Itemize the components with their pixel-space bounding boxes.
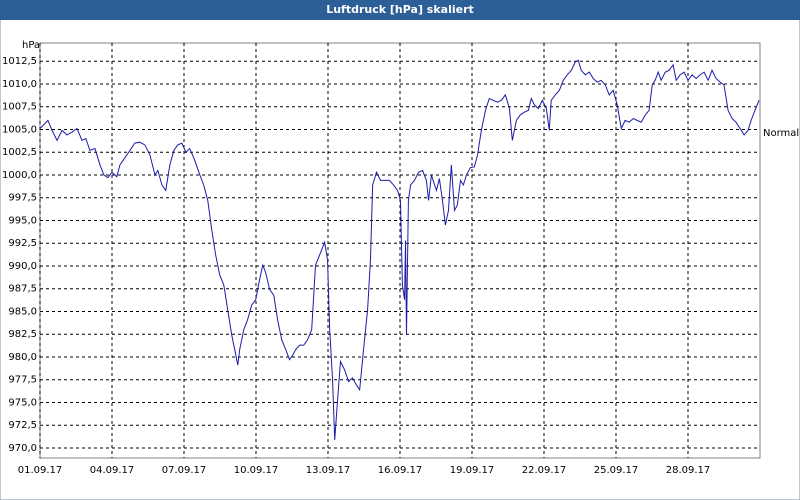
reference-label: Normal <box>763 128 799 139</box>
x-tick-label: 07.09.17 <box>162 465 207 476</box>
y-tick-label: 970,0 <box>8 443 37 454</box>
y-tick-label: 992,5 <box>8 238 37 249</box>
y-tick-label: 1000,0 <box>2 170 37 181</box>
y-tick-label: 1012,5 <box>2 56 37 67</box>
x-tick-label: 04.09.17 <box>90 465 135 476</box>
x-tick-label: 22.09.17 <box>522 465 567 476</box>
y-tick-label: 1010,0 <box>2 79 37 90</box>
y-tick-label: 975,0 <box>8 397 37 408</box>
chart-title: Luftdruck [hPa] skaliert <box>326 3 474 16</box>
x-tick-label: 16.09.17 <box>378 465 423 476</box>
y-tick-label: 995,0 <box>8 215 37 226</box>
y-axis-label: hPa <box>22 40 40 51</box>
data-line <box>39 59 760 440</box>
y-tick-label: 980,0 <box>8 352 37 363</box>
y-tick-label: 990,0 <box>8 261 37 272</box>
y-tick-label: 982,5 <box>8 329 37 340</box>
y-tick-label: 987,5 <box>8 284 37 295</box>
title-bar <box>0 0 800 20</box>
x-tick-label: 28.09.17 <box>666 465 711 476</box>
y-tick-label: 1002,5 <box>2 147 37 158</box>
y-tick-label: 985,0 <box>8 306 37 317</box>
x-tick-label: 19.09.17 <box>450 465 495 476</box>
x-tick-label: 13.09.17 <box>306 465 351 476</box>
y-tick-label: 1005,0 <box>2 124 37 135</box>
y-tick-label: 972,5 <box>8 420 37 431</box>
y-tick-label: 997,5 <box>8 193 37 204</box>
x-tick-label: 25.09.17 <box>594 465 639 476</box>
x-tick-label: 01.09.17 <box>18 465 63 476</box>
x-tick-label: 10.09.17 <box>234 465 279 476</box>
y-tick-label: 1007,5 <box>2 102 37 113</box>
y-tick-label: 977,5 <box>8 375 37 386</box>
